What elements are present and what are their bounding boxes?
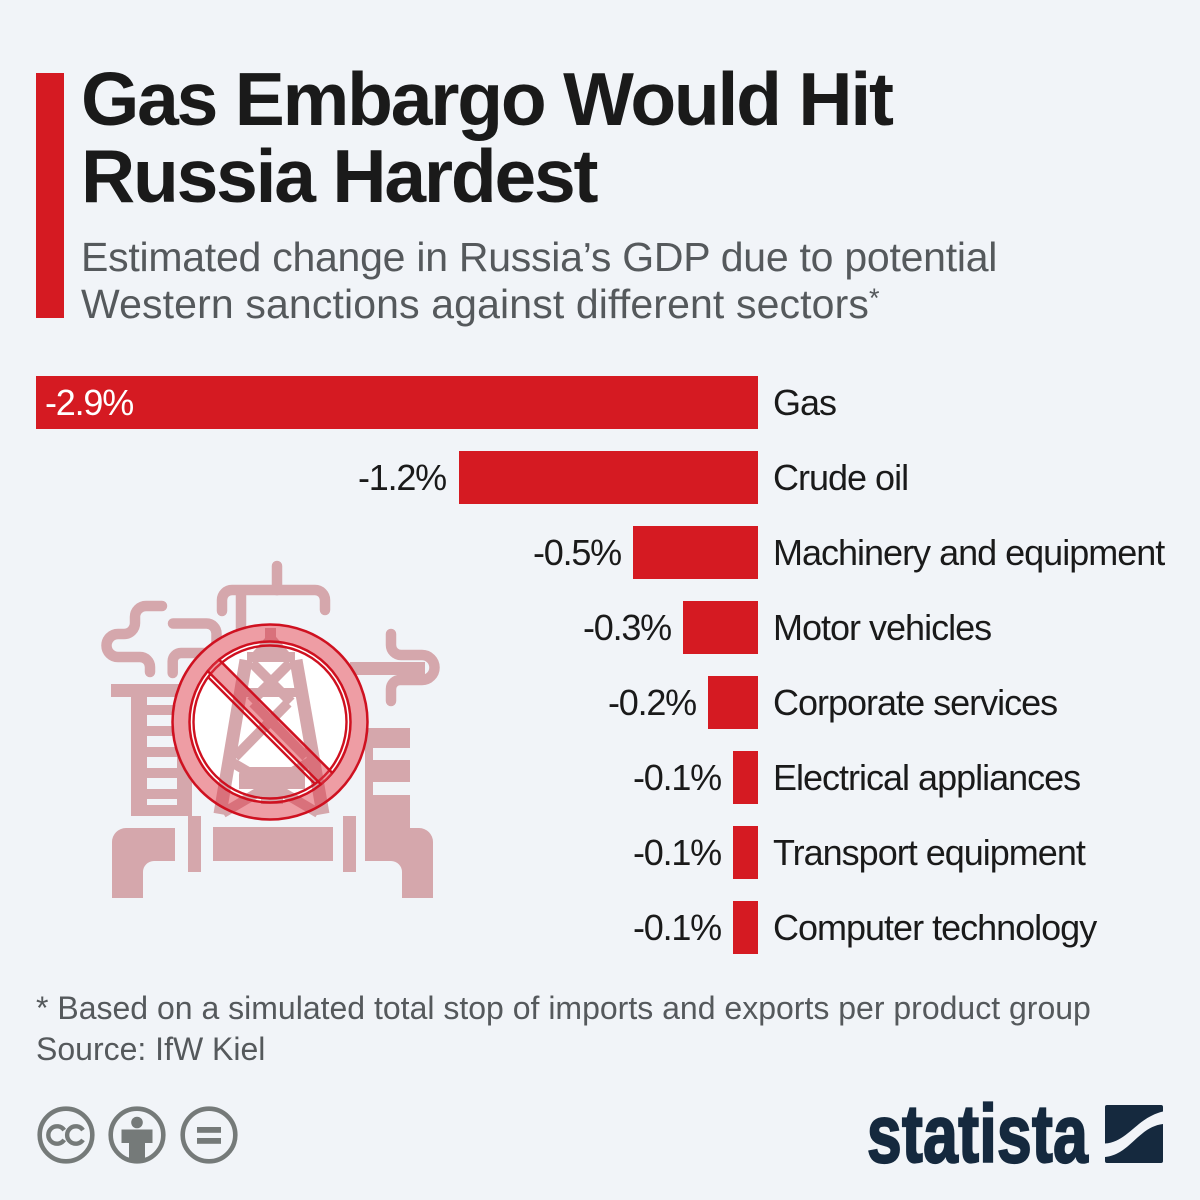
svg-text:statista: statista bbox=[867, 1095, 1088, 1170]
